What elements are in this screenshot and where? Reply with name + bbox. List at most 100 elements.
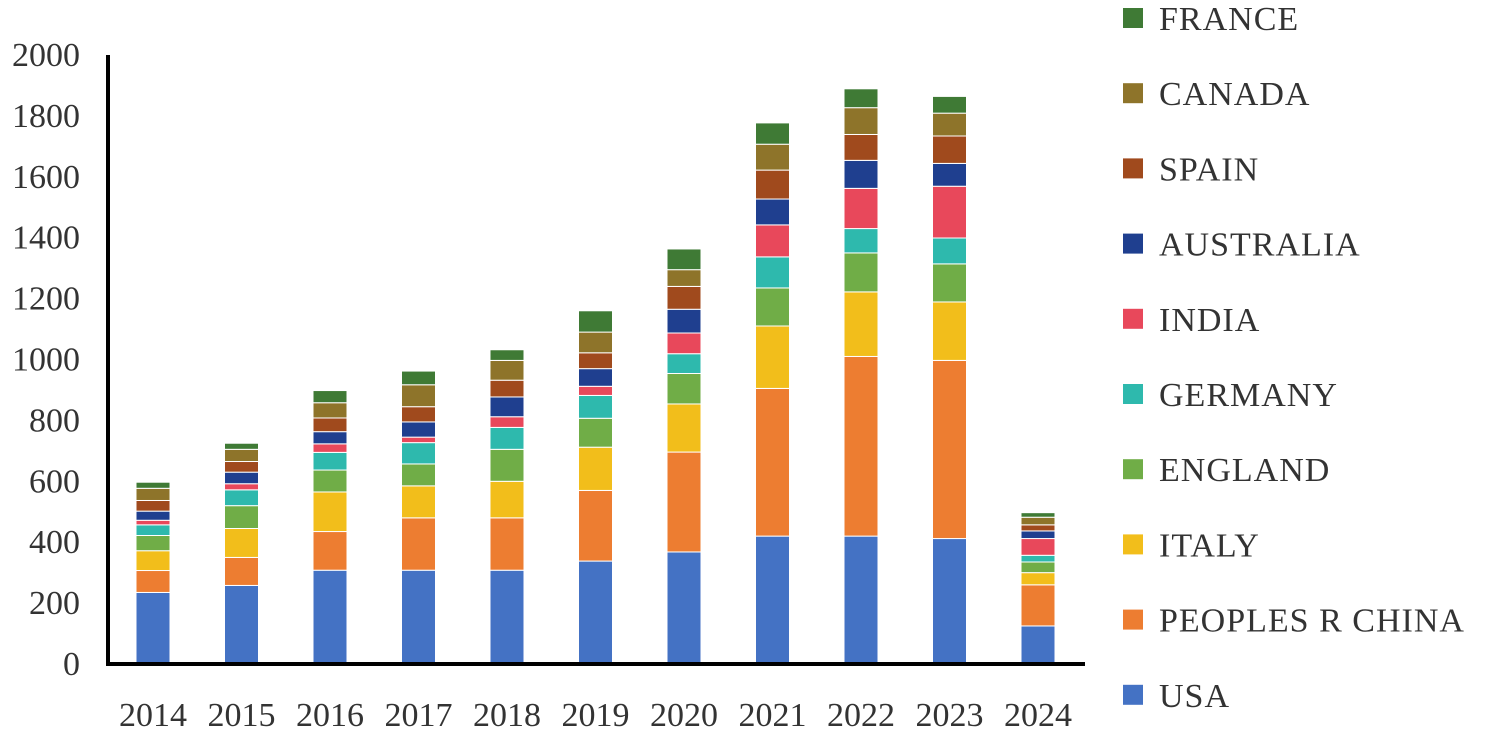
bar-segment-australia-2023 (932, 162, 967, 187)
y-tick-label: 1200 (12, 281, 80, 318)
bar-segment-india-2023 (932, 185, 967, 239)
x-tick-label: 2019 (562, 697, 630, 729)
x-tick-label: 2022 (827, 697, 895, 729)
bar-segment-australia-2016 (312, 431, 348, 445)
bar-segment-australia-2015 (224, 471, 259, 485)
bar-segment-france-2014 (135, 481, 171, 489)
x-tick-label: 2024 (1004, 697, 1072, 729)
bar-segment-peoples-r-china-2018 (489, 517, 525, 571)
bar-segment-spain-2024 (1020, 524, 1056, 532)
bar-segment-italy-2022 (843, 291, 879, 357)
bar-segment-usa-2016 (312, 569, 348, 665)
legend-swatch-peoples-r-china (1123, 609, 1143, 630)
legend-label-france: FRANCE (1159, 1, 1299, 38)
bar-segment-spain-2019 (578, 352, 613, 370)
bar-segment-india-2020 (666, 332, 702, 355)
bar-segment-usa-2023 (932, 538, 967, 665)
legend-swatch-canada (1123, 83, 1143, 104)
bar-segment-india-2022 (843, 187, 879, 230)
bars-group (135, 88, 1056, 665)
bar-segment-germany-2022 (843, 228, 879, 254)
bar-segment-peoples-r-china-2015 (224, 556, 259, 586)
legend-swatch-india (1123, 308, 1143, 329)
legend-label-usa: USA (1159, 678, 1230, 715)
bar-segment-england-2020 (666, 373, 702, 405)
bar-segment-canada-2017 (401, 384, 436, 408)
y-tick-label: 2000 (12, 37, 80, 74)
bar-segment-australia-2017 (401, 421, 436, 438)
bar-segment-spain-2014 (135, 499, 171, 512)
y-tick-label: 1600 (12, 159, 80, 196)
bar-segment-france-2018 (489, 349, 525, 361)
legend-label-australia: AUSTRALIA (1159, 227, 1361, 264)
bar-segment-australia-2018 (489, 396, 525, 418)
bar-segment-canada-2024 (1020, 516, 1056, 526)
bar-segment-spain-2021 (755, 169, 790, 200)
bar-segment-spain-2023 (932, 135, 967, 164)
x-tick-label: 2017 (385, 697, 453, 729)
bar-segment-australia-2020 (666, 308, 702, 334)
bar-segment-germany-2014 (135, 524, 171, 537)
bar-segment-canada-2020 (666, 269, 702, 287)
bar-segment-italy-2018 (489, 480, 525, 519)
bar-segment-england-2022 (843, 252, 879, 293)
bar-segment-peoples-r-china-2022 (843, 355, 879, 537)
bar-segment-italy-2024 (1020, 572, 1056, 586)
bar-segment-italy-2015 (224, 527, 259, 558)
bar-segment-spain-2020 (666, 285, 702, 310)
legend-swatch-usa (1123, 684, 1143, 705)
bar-segment-france-2021 (755, 122, 790, 145)
bar-segment-england-2021 (755, 287, 790, 327)
bar-segment-canada-2022 (843, 107, 879, 135)
legend: FRANCE CANADA SPAIN AUSTRALIA INDIA GERMANY EN… (1123, 1, 1464, 715)
bar-segment-italy-2016 (312, 491, 348, 533)
y-axis-ticks: 0 200 400 600 800 1000 1200 1400 1600 1800 2000 (12, 37, 80, 683)
bar-segment-france-2017 (401, 370, 436, 386)
bar-segment-spain-2018 (489, 379, 525, 398)
bar-segment-peoples-r-china-2019 (578, 489, 613, 562)
bar-segment-usa-2019 (578, 560, 613, 665)
bar-segment-germany-2016 (312, 451, 348, 471)
bar-segment-england-2014 (135, 535, 171, 552)
bar-segment-england-2017 (401, 463, 436, 487)
bar-segment-india-2021 (755, 224, 790, 258)
bar-segment-germany-2015 (224, 489, 259, 507)
bar-segment-india-2018 (489, 416, 525, 428)
legend-swatch-italy (1123, 534, 1143, 555)
bar-segment-italy-2020 (666, 403, 702, 453)
legend-label-germany: GERMANY (1159, 377, 1338, 414)
y-tick-label: 0 (63, 646, 80, 683)
bar-segment-peoples-r-china-2023 (932, 359, 967, 540)
bar-segment-canada-2019 (578, 331, 613, 354)
y-tick-label: 600 (29, 463, 80, 500)
bar-segment-france-2023 (932, 95, 967, 114)
bar-segment-germany-2024 (1020, 554, 1056, 563)
y-tick-label: 1800 (12, 98, 80, 135)
bar-segment-peoples-r-china-2014 (135, 570, 171, 593)
bar-segment-peoples-r-china-2016 (312, 531, 348, 571)
bar-segment-italy-2014 (135, 550, 171, 572)
bar-segment-spain-2016 (312, 417, 348, 433)
legend-swatch-australia (1123, 233, 1143, 254)
bar-segment-germany-2018 (489, 426, 525, 450)
x-tick-label: 2018 (473, 697, 541, 729)
x-tick-label: 2014 (119, 697, 187, 729)
bar-segment-germany-2020 (666, 353, 702, 375)
bar-segment-canada-2016 (312, 402, 348, 419)
bar-segment-usa-2017 (401, 569, 436, 665)
bar-segment-usa-2018 (489, 569, 525, 665)
bar-segment-india-2019 (578, 385, 613, 396)
bar-segment-england-2016 (312, 469, 348, 493)
y-tick-label: 1400 (12, 220, 80, 257)
bar-segment-australia-2019 (578, 368, 613, 387)
bar-segment-india-2024 (1020, 538, 1056, 556)
legend-label-india: INDIA (1159, 302, 1260, 339)
bar-segment-canada-2015 (224, 448, 259, 463)
bar-segment-australia-2014 (135, 510, 171, 521)
y-tick-label: 200 (29, 585, 80, 622)
bar-segment-usa-2015 (224, 584, 259, 665)
legend-swatch-spain (1123, 158, 1143, 179)
bar-segment-usa-2022 (843, 535, 879, 665)
bar-segment-canada-2018 (489, 359, 525, 381)
